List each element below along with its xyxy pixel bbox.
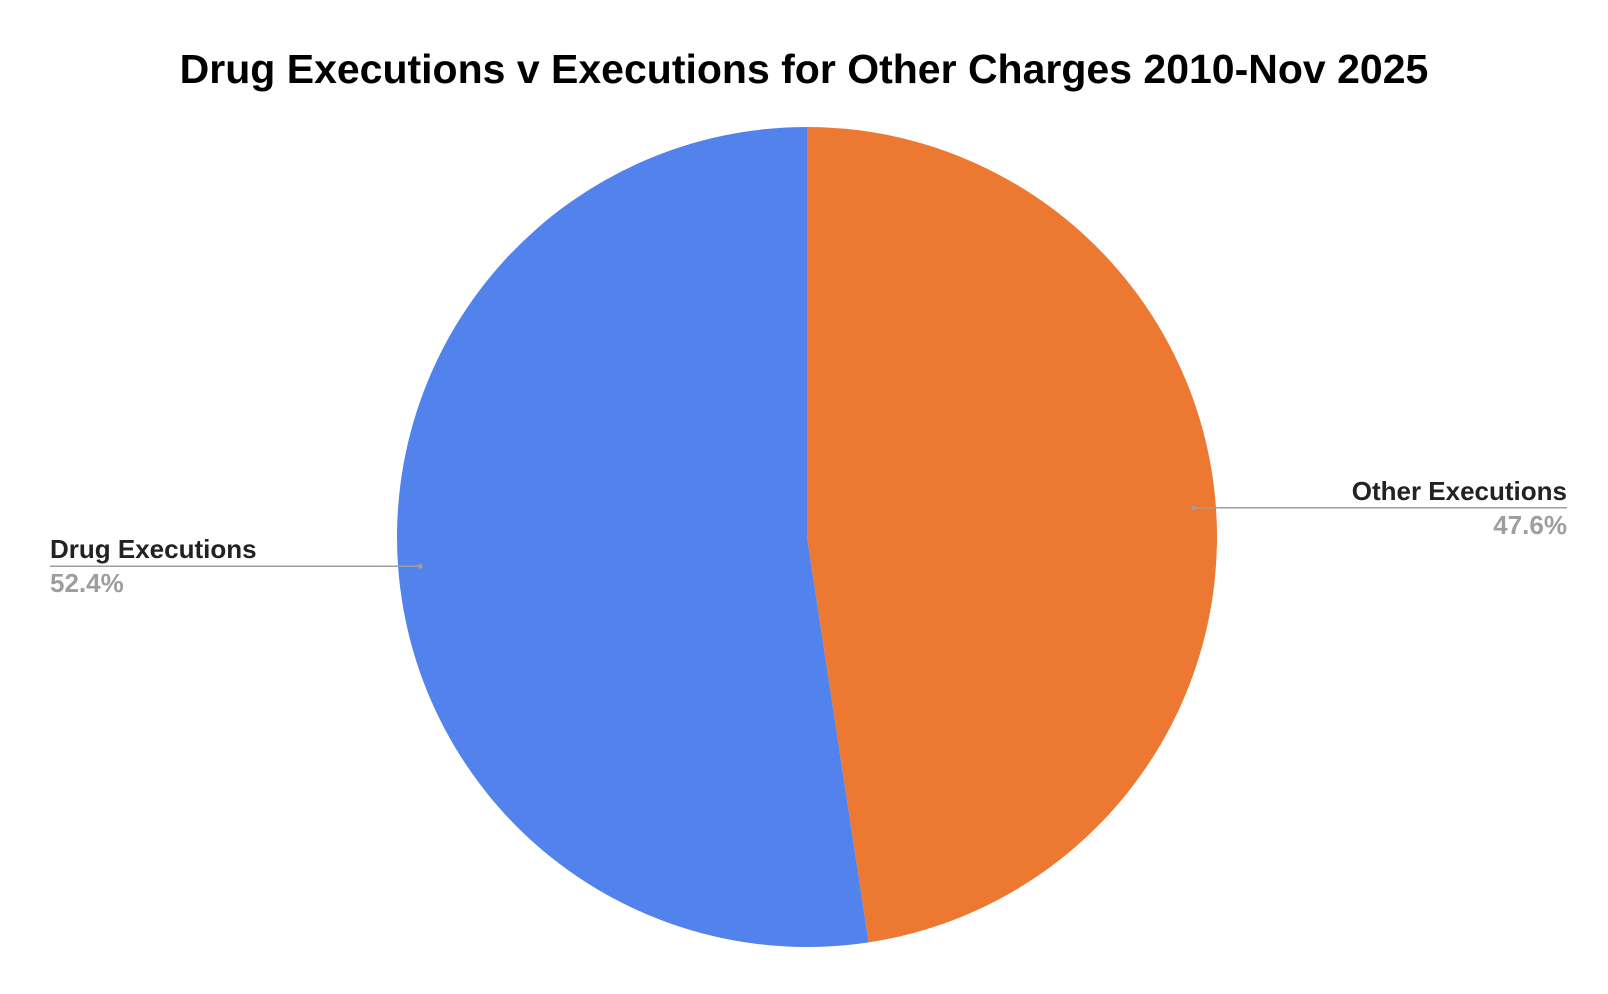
chart-title: Drug Executions v Executions for Other C… [179, 46, 1429, 92]
pie-slice-other-executions [807, 127, 1218, 943]
pie-slices [397, 127, 1218, 947]
slice-percentage-label: 52.4% [50, 568, 124, 598]
pie-slice-drug-executions [397, 127, 869, 947]
slice-label: Drug Executions [50, 534, 257, 564]
pie-leader-lines: Other Executions 47.6% Drug Executions 52.4… [50, 476, 1567, 598]
slice-percentage-label: 47.6% [1493, 510, 1567, 540]
slice-label: Other Executions [1352, 476, 1567, 506]
